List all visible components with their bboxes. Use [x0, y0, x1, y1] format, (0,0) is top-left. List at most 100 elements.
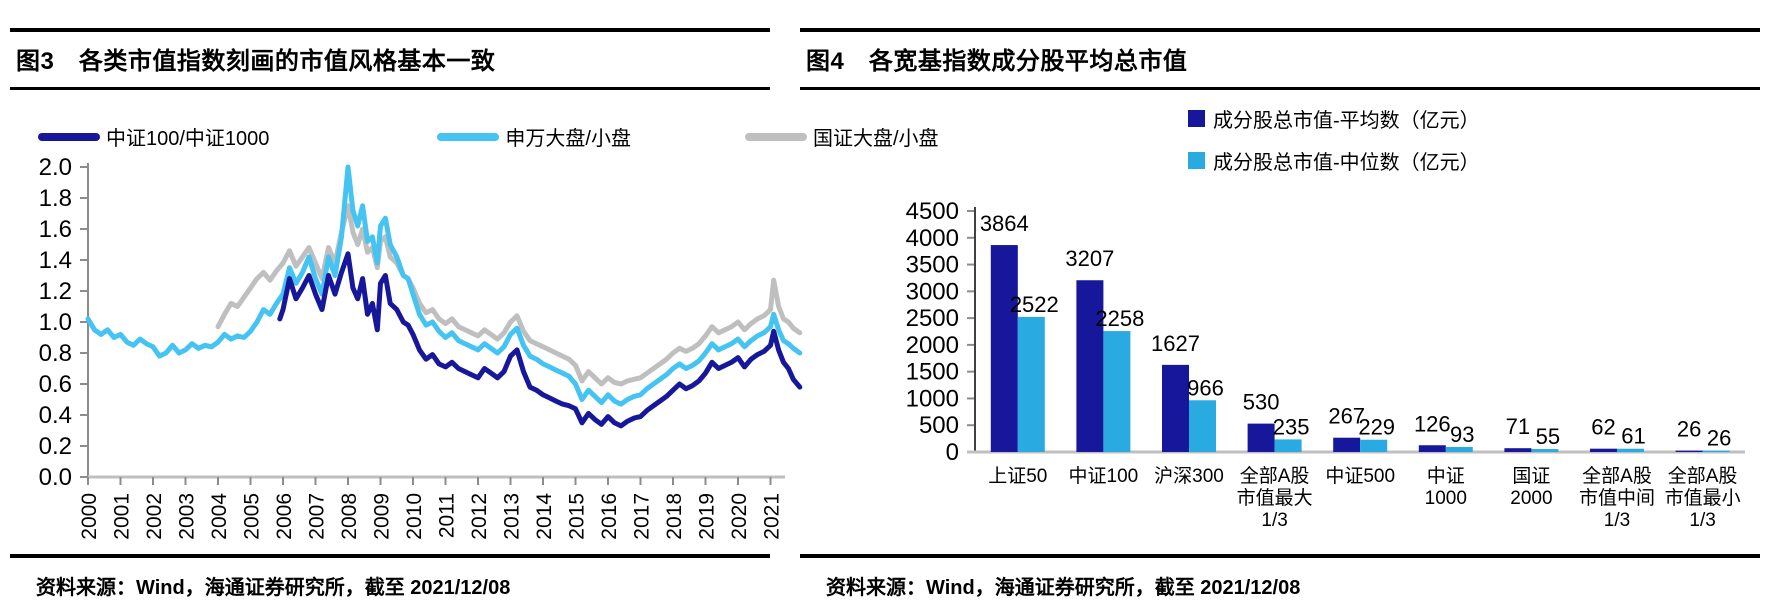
legend-label: 成分股总市值-平均数（亿元） — [1213, 110, 1480, 132]
svg-text:126: 126 — [1414, 411, 1451, 436]
svg-text:2004: 2004 — [208, 493, 231, 540]
svg-text:2020: 2020 — [728, 493, 751, 540]
svg-text:0.2: 0.2 — [39, 433, 72, 460]
figure4-source: 资料来源：Wind，海通证券研究所，截至 2021/12/08 — [826, 577, 1301, 599]
svg-text:1.2: 1.2 — [39, 278, 72, 305]
svg-text:2001: 2001 — [111, 493, 134, 540]
figure4-panel: 图4 各宽基指数成分股平均总市值 成分股总市值-平均数（亿元） 成分股总市值-中… — [800, 28, 1760, 612]
figure3-panel: 图3 各类市值指数刻画的市值风格基本一致 中证100/中证1000 申万大盘/小… — [10, 28, 939, 612]
svg-text:4000: 4000 — [906, 225, 959, 252]
svg-text:0.6: 0.6 — [39, 371, 72, 398]
figure3-title-block: 图3 各类市值指数刻画的市值风格基本一致 — [10, 28, 770, 90]
svg-text:2019: 2019 — [696, 493, 719, 540]
svg-text:中证100: 中证100 — [1069, 465, 1139, 487]
svg-text:26: 26 — [1677, 417, 1701, 442]
figure3-source: 资料来源：Wind，海通证券研究所，截至 2021/12/08 — [36, 577, 511, 599]
svg-text:2011: 2011 — [436, 493, 459, 538]
svg-text:229: 229 — [1358, 415, 1395, 440]
legend-label: 中证100/中证1000 — [106, 128, 270, 150]
svg-text:中证500: 中证500 — [1325, 465, 1395, 487]
svg-text:62: 62 — [1591, 415, 1615, 440]
legend-item-gz-big-small: 国证大盘/小盘 — [744, 122, 939, 151]
svg-text:2008: 2008 — [338, 493, 361, 540]
svg-text:2258: 2258 — [1095, 306, 1144, 331]
svg-text:4500: 4500 — [906, 198, 959, 225]
svg-text:1.0: 1.0 — [39, 309, 72, 336]
figure4-source-block: 资料来源：Wind，海通证券研究所，截至 2021/12/08 — [800, 554, 1760, 600]
legend-item-zz100-zz1000: 中证100/中证1000 — [38, 122, 269, 151]
svg-text:2522: 2522 — [1010, 292, 1059, 317]
svg-text:1.4: 1.4 — [39, 247, 72, 274]
svg-text:235: 235 — [1273, 414, 1310, 439]
svg-text:沪深300: 沪深300 — [1154, 465, 1224, 487]
svg-text:2005: 2005 — [241, 493, 264, 540]
svg-text:2014: 2014 — [533, 493, 556, 540]
svg-text:55: 55 — [1536, 424, 1560, 449]
svg-text:267: 267 — [1328, 404, 1365, 429]
svg-text:2018: 2018 — [663, 493, 686, 540]
market-style-line-chart: 2.0 1.8 1.6 1.4 1.2 1.0 0.8 0.6 0.4 0.2 0.0 2000 200… — [39, 154, 803, 540]
svg-text:3500: 3500 — [906, 252, 959, 279]
svg-text:0.0: 0.0 — [39, 464, 72, 491]
svg-text:0.8: 0.8 — [39, 340, 72, 367]
bar-swatch-lightblue — [1188, 152, 1205, 169]
svg-text:3000: 3000 — [906, 278, 959, 305]
svg-text:3864: 3864 — [980, 211, 1029, 236]
figure3-source-block: 资料来源：Wind，海通证券研究所，截至 2021/12/08 — [10, 554, 770, 600]
legend-item-median: 成分股总市值-中位数（亿元） — [1188, 146, 1480, 175]
svg-text:0: 0 — [946, 439, 959, 466]
svg-text:2021: 2021 — [761, 493, 784, 540]
svg-text:2.0: 2.0 — [39, 154, 72, 181]
svg-text:2009: 2009 — [371, 493, 394, 540]
svg-text:2012: 2012 — [468, 493, 491, 540]
svg-text:1627: 1627 — [1151, 331, 1200, 356]
figure3-legend: 中证100/中证1000 申万大盘/小盘 国证大盘/小盘 — [38, 122, 939, 151]
bar-swatch-navy — [1188, 110, 1205, 127]
figure4-title: 图4 各宽基指数成分股平均总市值 — [806, 48, 1188, 75]
svg-text:中证1000: 中证 1000 — [1425, 465, 1467, 509]
svg-text:2016: 2016 — [598, 493, 621, 540]
svg-text:2007: 2007 — [306, 493, 329, 540]
svg-text:71: 71 — [1506, 414, 1530, 439]
svg-text:2013: 2013 — [501, 493, 524, 540]
svg-text:上证50: 上证50 — [988, 465, 1047, 487]
svg-text:2500: 2500 — [906, 305, 959, 332]
line-swatch-navy — [38, 132, 100, 141]
svg-text:61: 61 — [1621, 424, 1645, 449]
svg-text:2010: 2010 — [403, 493, 426, 540]
figure3-title: 图3 各类市值指数刻画的市值风格基本一致 — [16, 48, 496, 75]
svg-text:1.8: 1.8 — [39, 185, 72, 212]
svg-text:1.6: 1.6 — [39, 216, 72, 243]
svg-text:2017: 2017 — [631, 493, 654, 540]
legend-item-sw-big-small: 申万大盘/小盘 — [437, 122, 631, 151]
svg-text:2003: 2003 — [176, 493, 199, 540]
line-swatch-lightblue — [437, 132, 500, 141]
figure4-legend: 成分股总市值-平均数（亿元） 成分股总市值-中位数（亿元） — [1188, 104, 1480, 188]
svg-text:93: 93 — [1450, 422, 1474, 447]
legend-label: 成分股总市值-中位数（亿元） — [1213, 152, 1480, 174]
svg-text:2006: 2006 — [273, 493, 296, 540]
figure4-title-block: 图4 各宽基指数成分股平均总市值 — [800, 28, 1760, 90]
svg-text:0.4: 0.4 — [39, 402, 72, 429]
svg-text:500: 500 — [919, 412, 959, 439]
legend-label: 国证大盘/小盘 — [812, 128, 939, 150]
svg-text:2000: 2000 — [78, 493, 101, 540]
svg-text:1500: 1500 — [906, 359, 959, 386]
svg-text:2000: 2000 — [906, 332, 959, 359]
svg-text:530: 530 — [1243, 390, 1280, 415]
svg-text:3207: 3207 — [1065, 246, 1114, 271]
line-swatch-gray — [744, 132, 807, 141]
svg-text:2015: 2015 — [566, 493, 589, 540]
svg-text:966: 966 — [1187, 375, 1224, 400]
svg-text:26: 26 — [1707, 426, 1731, 451]
svg-text:2002: 2002 — [143, 493, 166, 540]
svg-text:1000: 1000 — [906, 385, 959, 412]
legend-label: 申万大盘/小盘 — [505, 128, 631, 150]
legend-item-average: 成分股总市值-平均数（亿元） — [1188, 104, 1480, 133]
